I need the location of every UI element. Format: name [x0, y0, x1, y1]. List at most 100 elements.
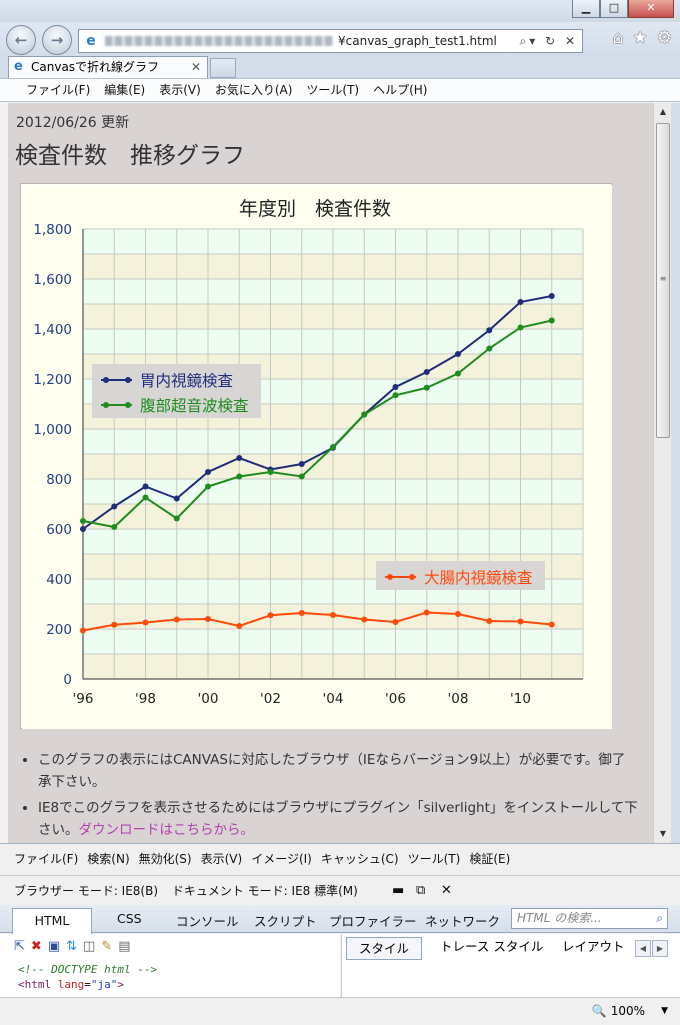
notes-list: このグラフの表示にはCANVASに対応したブラウザ（IEならバージョン9以上）が…: [38, 749, 638, 843]
gear-icon[interactable]: ⚙: [656, 28, 672, 48]
page-content: 2012/06/26 更新 検査件数 推移グラフ 年度別 検査件数 0 200 40…: [8, 103, 653, 843]
menu-tools[interactable]: ツール(T): [306, 83, 360, 97]
tab-trace-style[interactable]: トレース スタイル: [440, 939, 544, 954]
legend-label: 胃内視鏡検査: [140, 371, 233, 390]
document-mode-selector[interactable]: ドキュメント モード: IE8 標準(M): [171, 884, 358, 898]
tab-html[interactable]: HTML: [12, 908, 92, 934]
x-tick-label: '10: [510, 691, 531, 707]
devtools-minimize-icon[interactable]: ▬: [392, 883, 405, 898]
select-element-icon[interactable]: ⇱: [14, 939, 25, 954]
y-tick-label: 800: [46, 472, 72, 488]
zoom-dropdown-icon[interactable]: ▼: [661, 1006, 668, 1016]
tab-layout[interactable]: レイアウト: [562, 939, 625, 954]
close-window-button[interactable]: ✕: [628, 0, 674, 18]
tab-profiler[interactable]: プロファイラー: [329, 914, 417, 929]
devtools-menu-file[interactable]: ファイル(F): [14, 852, 79, 866]
menu-view[interactable]: 表示(V): [159, 83, 201, 97]
x-tick-label: '00: [198, 691, 219, 707]
address-controls[interactable]: ⌕▾ ↻ ✕: [519, 34, 578, 48]
legend-swatch-marker: [125, 402, 131, 408]
data-point-0: [548, 293, 555, 299]
data-point-0: [392, 384, 399, 390]
tree-node-doctype[interactable]: <!-- DOCTYPE html -->: [18, 963, 158, 976]
menu-edit[interactable]: 編集(E): [104, 83, 146, 97]
redacted-url-path: [105, 36, 333, 46]
tab-css[interactable]: CSS: [117, 911, 142, 926]
home-icon[interactable]: ⌂: [612, 28, 624, 48]
legend-swatch-marker: [103, 402, 109, 408]
data-point-2: [361, 616, 368, 623]
download-link[interactable]: ダウンロードはこちらから。: [78, 822, 255, 838]
devtools-menu-disable[interactable]: 無効化(S): [138, 852, 192, 866]
data-point-0: [423, 369, 430, 375]
refresh-icon[interactable]: ⇅: [66, 939, 78, 954]
tab-canvas-graph[interactable]: e Canvasで折れ線グラフ ✕: [8, 56, 208, 78]
devtools-toolbar: ⇱ ✖ ▣ ⇅ ◫ ✎ ▤: [0, 934, 340, 962]
y-tick-label: 600: [46, 522, 72, 538]
tab-network[interactable]: ネットワーク: [425, 914, 501, 929]
data-point-1: [423, 384, 430, 391]
data-point-1: [236, 473, 243, 480]
forward-button[interactable]: →: [42, 25, 72, 55]
menu-help[interactable]: ヘルプ(H): [373, 83, 428, 97]
pane-prev-icon[interactable]: ◀: [635, 940, 651, 957]
scroll-thumb[interactable]: ≡: [656, 123, 670, 438]
tree-node-html[interactable]: <html lang="ja">: [18, 978, 124, 991]
x-tick-label: '02: [260, 691, 281, 707]
ie-favicon-icon: e: [14, 59, 23, 74]
menu-bar: ファイル(F) 編集(E) 表示(V) お気に入り(A) ツール(T) ヘルプ(…: [0, 78, 680, 102]
zoom-level[interactable]: 🔍 100%: [592, 998, 645, 1024]
y-tick-label: 1,400: [33, 322, 72, 338]
devtools-menu-tools[interactable]: ツール(T): [407, 852, 461, 866]
pane-next-icon[interactable]: ▶: [652, 940, 668, 957]
data-point-2: [455, 611, 461, 617]
note-item: このグラフの表示にはCANVASに対応したブラウザ（IEならバージョン9以上）が…: [38, 749, 638, 793]
zoom-value: 100%: [610, 1004, 645, 1018]
data-point-1: [548, 317, 555, 324]
devtools-menu-cache[interactable]: キャッシュ(C): [320, 852, 399, 866]
status-bar: 🔍 100% ▼: [0, 997, 680, 1025]
save-icon[interactable]: ▣: [47, 939, 61, 954]
browser-mode-selector[interactable]: ブラウザー モード: IE8(B): [14, 884, 159, 898]
scroll-down-arrow-icon[interactable]: ▼: [659, 829, 667, 838]
source-icon[interactable]: ◫: [83, 939, 96, 954]
data-point-2: [392, 619, 399, 625]
series-line-2: [82, 611, 552, 632]
data-point-1: [142, 494, 149, 501]
devtools-menu-view[interactable]: 表示(V): [200, 852, 243, 866]
scroll-up-arrow-icon[interactable]: ▲: [659, 107, 667, 116]
vertical-scrollbar[interactable]: ▲ ≡ ▼: [653, 103, 671, 843]
devtools-undock-icon[interactable]: ⧉: [416, 883, 426, 898]
data-point-2: [298, 610, 305, 616]
favorites-star-icon[interactable]: ★: [632, 28, 648, 48]
data-point-2: [267, 612, 274, 619]
tab-style[interactable]: スタイル: [346, 937, 422, 960]
new-tab-button[interactable]: [210, 58, 236, 78]
devtools-close-icon[interactable]: ✕: [441, 883, 452, 898]
word-wrap-icon[interactable]: ▤: [118, 939, 131, 954]
minimize-button[interactable]: ▁: [572, 0, 600, 18]
edit-icon[interactable]: ✎: [101, 939, 113, 954]
menu-favorites[interactable]: お気に入り(A): [214, 83, 293, 97]
y-tick-label: 0: [63, 672, 72, 688]
maximize-button[interactable]: □: [600, 0, 628, 18]
devtools-menu-images[interactable]: イメージ(I): [251, 852, 312, 866]
devtools-menu-find[interactable]: 検索(N): [87, 852, 130, 866]
y-tick-label: 1,000: [33, 422, 72, 438]
data-point-2: [486, 618, 493, 624]
close-tab-icon[interactable]: ✕: [190, 60, 201, 74]
search-icon[interactable]: ⌕: [656, 911, 663, 925]
data-point-2: [236, 623, 243, 629]
legend-background: [92, 364, 261, 418]
devtools-menu-validate[interactable]: 検証(E): [469, 852, 511, 866]
tab-console[interactable]: コンソール: [176, 914, 239, 929]
data-point-1: [298, 473, 305, 480]
data-point-0: [205, 469, 211, 475]
clear-browser-cache-icon[interactable]: ✖: [30, 939, 42, 954]
back-button[interactable]: ←: [6, 25, 36, 55]
menu-file[interactable]: ファイル(F): [26, 83, 91, 97]
html-search-input[interactable]: HTML の検索... ⌕: [511, 908, 668, 929]
tab-script[interactable]: スクリプト: [254, 914, 317, 929]
address-bar[interactable]: e ¥canvas_graph_test1.html ⌕▾ ↻ ✕: [78, 29, 583, 53]
